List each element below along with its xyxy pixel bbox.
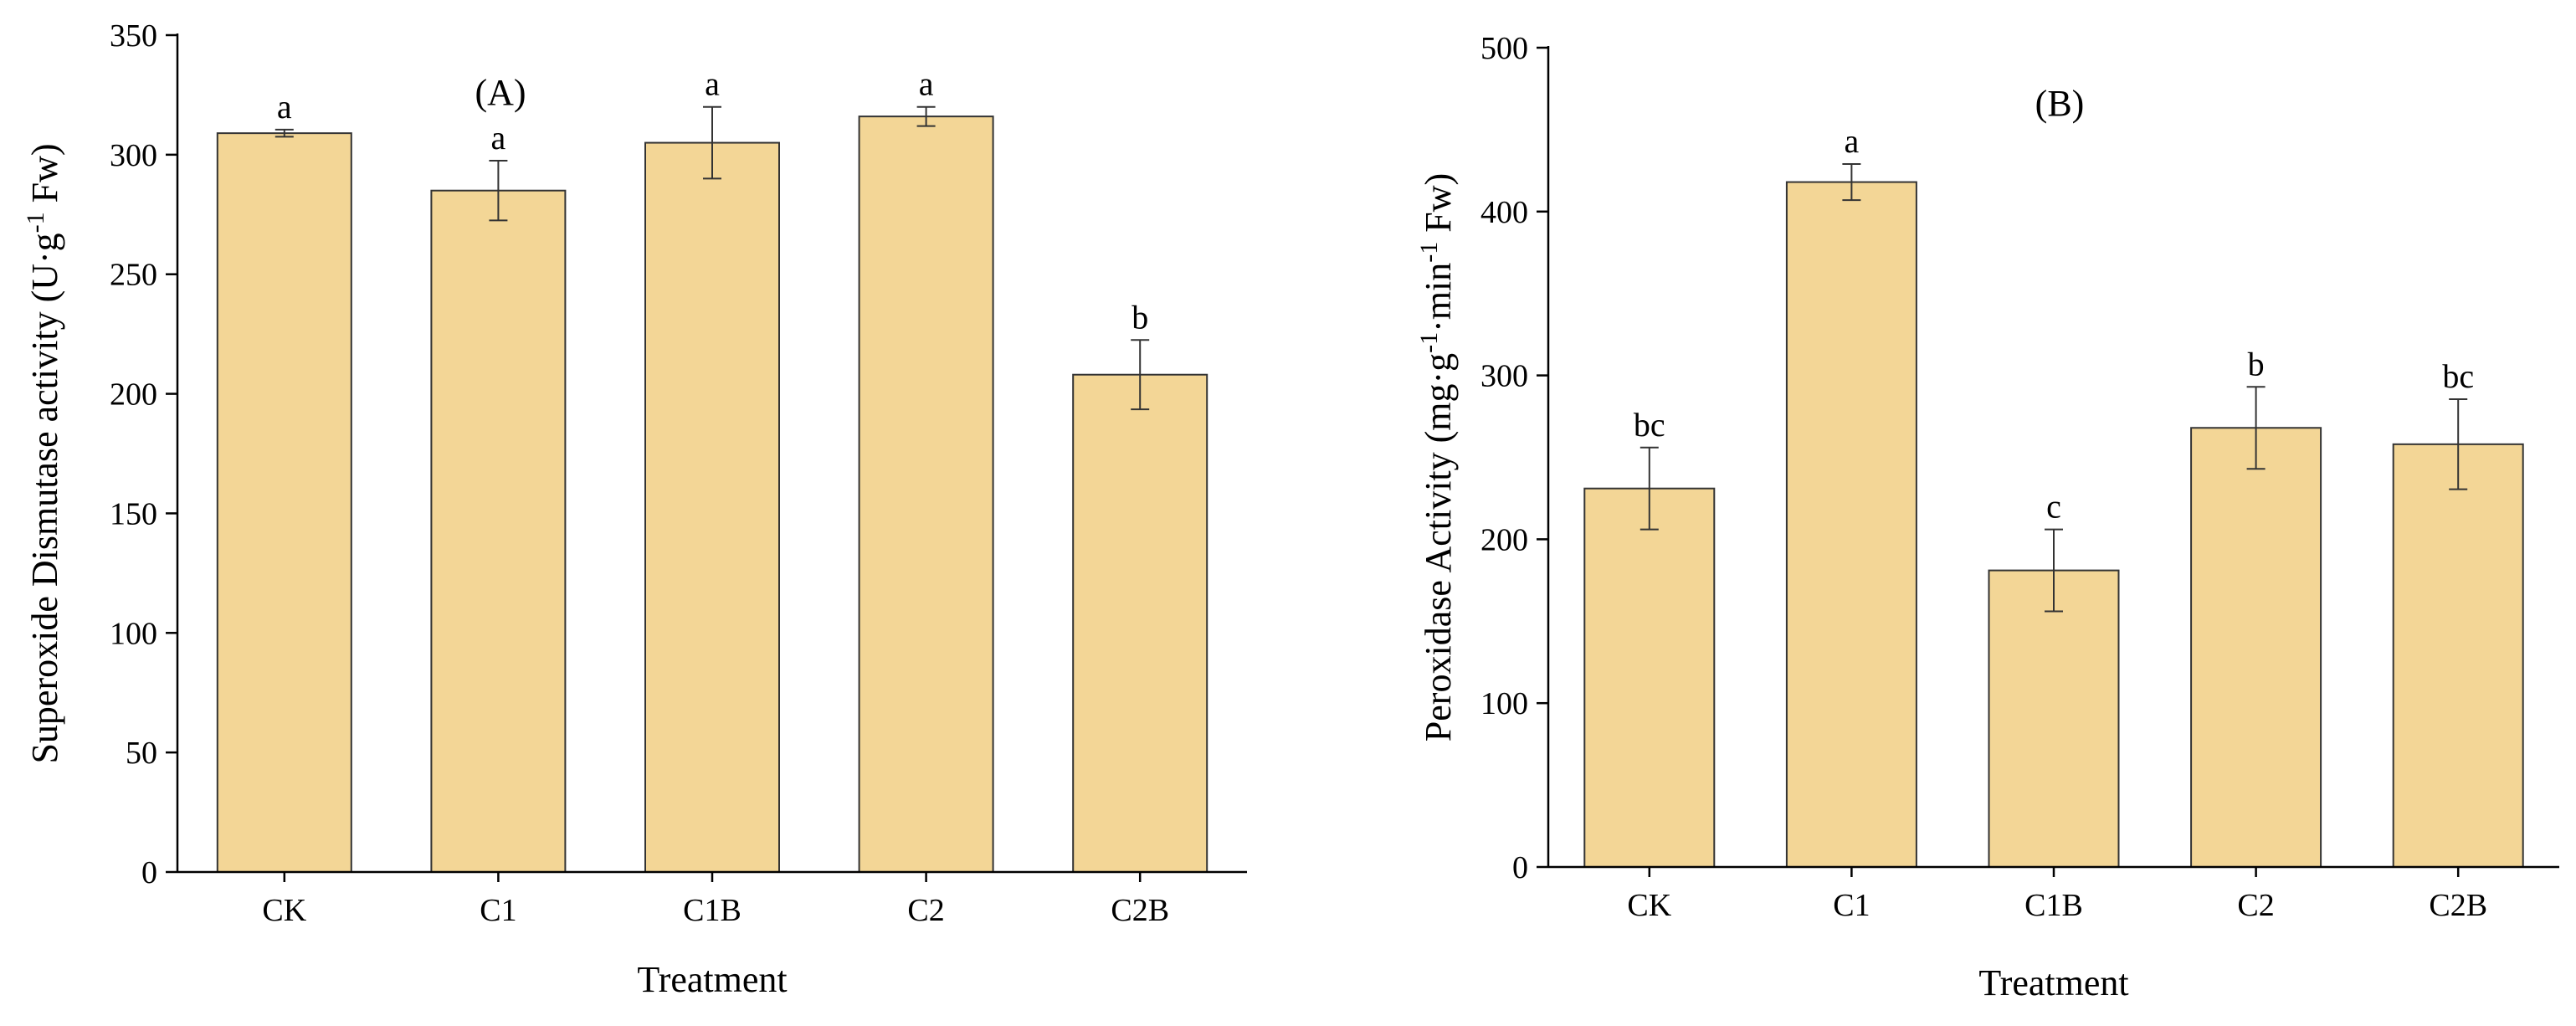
bar bbox=[1988, 569, 2120, 868]
y-tick-label: 300 bbox=[1480, 359, 1528, 394]
y-axis-title-text: Fw) bbox=[24, 143, 65, 212]
y-axis-title-superscript: -1 bbox=[22, 212, 49, 233]
bar bbox=[858, 115, 994, 873]
x-axis-title: Treatment bbox=[637, 959, 787, 1000]
chart-panel-a: a CK a C1 a C1B a C2 b C2B 0 50 100 150 200 250 300 350 (A… bbox=[22, 18, 1247, 1000]
x-tick-label: C2B bbox=[1111, 893, 1169, 928]
panel-label: (A) bbox=[475, 72, 526, 113]
y-axis-title-superscript: -1 bbox=[1415, 332, 1443, 353]
significance-label: a bbox=[1845, 122, 1860, 160]
x-axis-title: Treatment bbox=[1978, 962, 2128, 1003]
y-tick-label: 300 bbox=[110, 138, 157, 173]
significance-label: a bbox=[705, 65, 720, 103]
y-tick-label: 200 bbox=[1480, 522, 1528, 557]
x-tick-label: CK bbox=[1627, 888, 1671, 923]
y-tick-label: 0 bbox=[1512, 850, 1528, 885]
x-tick-label: C1B bbox=[683, 893, 741, 928]
y-tick-label: 350 bbox=[110, 18, 157, 54]
x-tick-label: C2B bbox=[2429, 888, 2487, 923]
bar bbox=[644, 141, 780, 874]
y-axis-title-superscript: -1 bbox=[1415, 242, 1443, 263]
y-axis-title: Superoxide Dismutase activity (U·g-1 Fw) bbox=[22, 143, 65, 763]
bar bbox=[1785, 181, 1917, 868]
y-axis-title-text: Peroxidase Activity (mg·g bbox=[1418, 353, 1459, 741]
bar bbox=[1072, 373, 1208, 873]
x-tick-label: C2 bbox=[907, 893, 944, 928]
significance-label: c bbox=[2046, 488, 2061, 526]
panel-label: (B) bbox=[2035, 83, 2085, 124]
y-tick-label: 150 bbox=[110, 496, 157, 531]
bar bbox=[1583, 487, 1716, 869]
y-tick-label: 250 bbox=[110, 258, 157, 293]
significance-label: bc bbox=[1634, 406, 1665, 444]
significance-label: b bbox=[1131, 298, 1148, 336]
y-tick-label: 50 bbox=[126, 736, 157, 771]
significance-label: a bbox=[919, 65, 934, 103]
bar bbox=[2392, 443, 2524, 868]
bar bbox=[216, 132, 352, 873]
x-tick-label: C1 bbox=[480, 893, 516, 928]
y-axis-title-text: ·min bbox=[1418, 263, 1459, 332]
y-tick-label: 100 bbox=[1480, 686, 1528, 721]
bar bbox=[2190, 427, 2322, 869]
y-tick-label: 400 bbox=[1480, 195, 1528, 230]
y-tick-label: 100 bbox=[110, 616, 157, 651]
significance-label: b bbox=[2248, 345, 2265, 382]
significance-label: bc bbox=[2442, 357, 2474, 395]
significance-label: a bbox=[277, 88, 292, 126]
bar bbox=[430, 189, 567, 873]
x-tick-label: CK bbox=[262, 893, 306, 928]
x-tick-label: C2 bbox=[2237, 888, 2274, 923]
chart-panel-b: bc CK a C1 c C1B b C2 bc C2B 0 100 200 300 400 500 (B) Tr… bbox=[1415, 31, 2559, 1003]
y-axis-title: Peroxidase Activity (mg·g-1·min-1 Fw) bbox=[1415, 173, 1459, 741]
significance-label: a bbox=[491, 119, 506, 156]
y-axis-title-text: Superoxide Dismutase activity (U·g bbox=[24, 233, 65, 763]
y-tick-label: 0 bbox=[141, 855, 157, 890]
x-tick-label: C1B bbox=[2024, 888, 2083, 923]
y-axis-title-text: Fw) bbox=[1418, 173, 1459, 242]
x-tick-label: C1 bbox=[1833, 888, 1870, 923]
y-tick-label: 500 bbox=[1480, 31, 1528, 66]
y-tick-label: 200 bbox=[110, 377, 157, 413]
